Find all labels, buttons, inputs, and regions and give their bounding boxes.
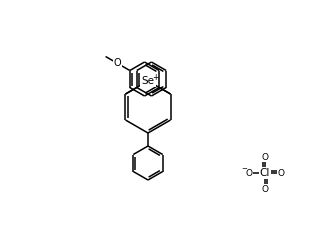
Text: O: O [245,169,253,178]
Text: O: O [262,184,268,194]
Text: O: O [114,58,121,68]
Text: −: − [241,166,247,172]
Text: Se: Se [141,76,154,86]
Text: +: + [152,72,158,81]
Text: Cl: Cl [260,168,270,178]
Text: O: O [277,169,284,178]
Text: O: O [262,153,268,162]
